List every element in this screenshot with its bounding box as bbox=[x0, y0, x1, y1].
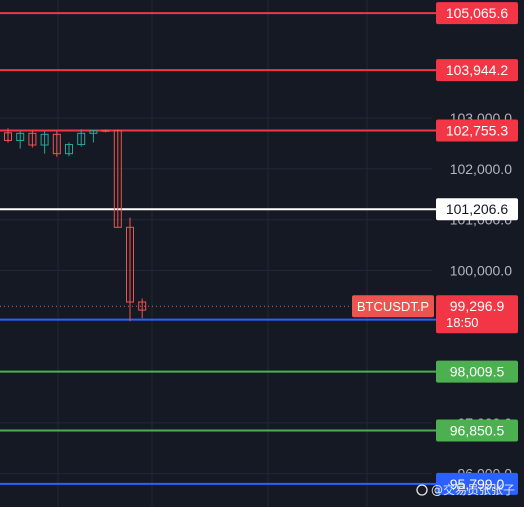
candle-up[interactable] bbox=[16, 132, 25, 141]
candle-up[interactable] bbox=[40, 133, 49, 146]
price-tag-label: 102,755.3 bbox=[446, 123, 508, 139]
candle-down[interactable] bbox=[28, 132, 37, 146]
price-tag-blue bbox=[436, 472, 518, 495]
price-tags: 105,065.6103,944.2102,755.3101,206.699,0… bbox=[436, 2, 518, 495]
price-tag-red bbox=[436, 119, 518, 142]
candle-down[interactable] bbox=[138, 301, 147, 311]
price-tag-green bbox=[436, 360, 518, 383]
price-tick-label: 102,000.0 bbox=[450, 161, 512, 177]
countdown-label: 18:50 bbox=[446, 315, 479, 330]
candlesticks[interactable] bbox=[4, 128, 147, 322]
watermark-logo-icon bbox=[416, 484, 428, 496]
price-tag-red bbox=[436, 2, 518, 25]
price-tag-green bbox=[436, 419, 518, 442]
candle-down[interactable] bbox=[101, 129, 110, 132]
price-tag-label: 103,944.2 bbox=[446, 62, 508, 78]
chart-grid bbox=[0, 0, 432, 507]
candle-up[interactable] bbox=[77, 132, 86, 146]
horizontal-lines bbox=[0, 12, 436, 485]
price-tag-label: 105,065.6 bbox=[446, 5, 508, 21]
candle-up[interactable] bbox=[65, 144, 73, 155]
last-price-tag bbox=[436, 295, 518, 334]
candle-down[interactable] bbox=[4, 132, 12, 141]
price-tag-label: 101,206.6 bbox=[446, 201, 508, 217]
price-tag-label: 98,009.5 bbox=[450, 364, 505, 380]
watermark-text: @交易员张张子 bbox=[431, 482, 515, 497]
price-tag-red bbox=[436, 59, 518, 82]
symbol-text: BTCUSDT.P bbox=[357, 299, 429, 314]
candle-down[interactable] bbox=[52, 133, 61, 155]
candle-down[interactable] bbox=[126, 226, 134, 303]
last-price-marker: BTCUSDT.P bbox=[0, 295, 434, 318]
price-tick-label: 100,000.0 bbox=[450, 263, 512, 279]
candle-down[interactable] bbox=[113, 129, 122, 228]
watermark: @交易员张张子 bbox=[416, 482, 515, 497]
candle-up[interactable] bbox=[89, 129, 98, 134]
last-price-label: 99,296.9 bbox=[450, 298, 505, 314]
price-tag-label: 96,850.5 bbox=[450, 422, 505, 438]
symbol-label bbox=[352, 295, 434, 318]
price-tag-white bbox=[436, 198, 518, 221]
price-tag-label: 95,799.0 bbox=[450, 476, 505, 492]
